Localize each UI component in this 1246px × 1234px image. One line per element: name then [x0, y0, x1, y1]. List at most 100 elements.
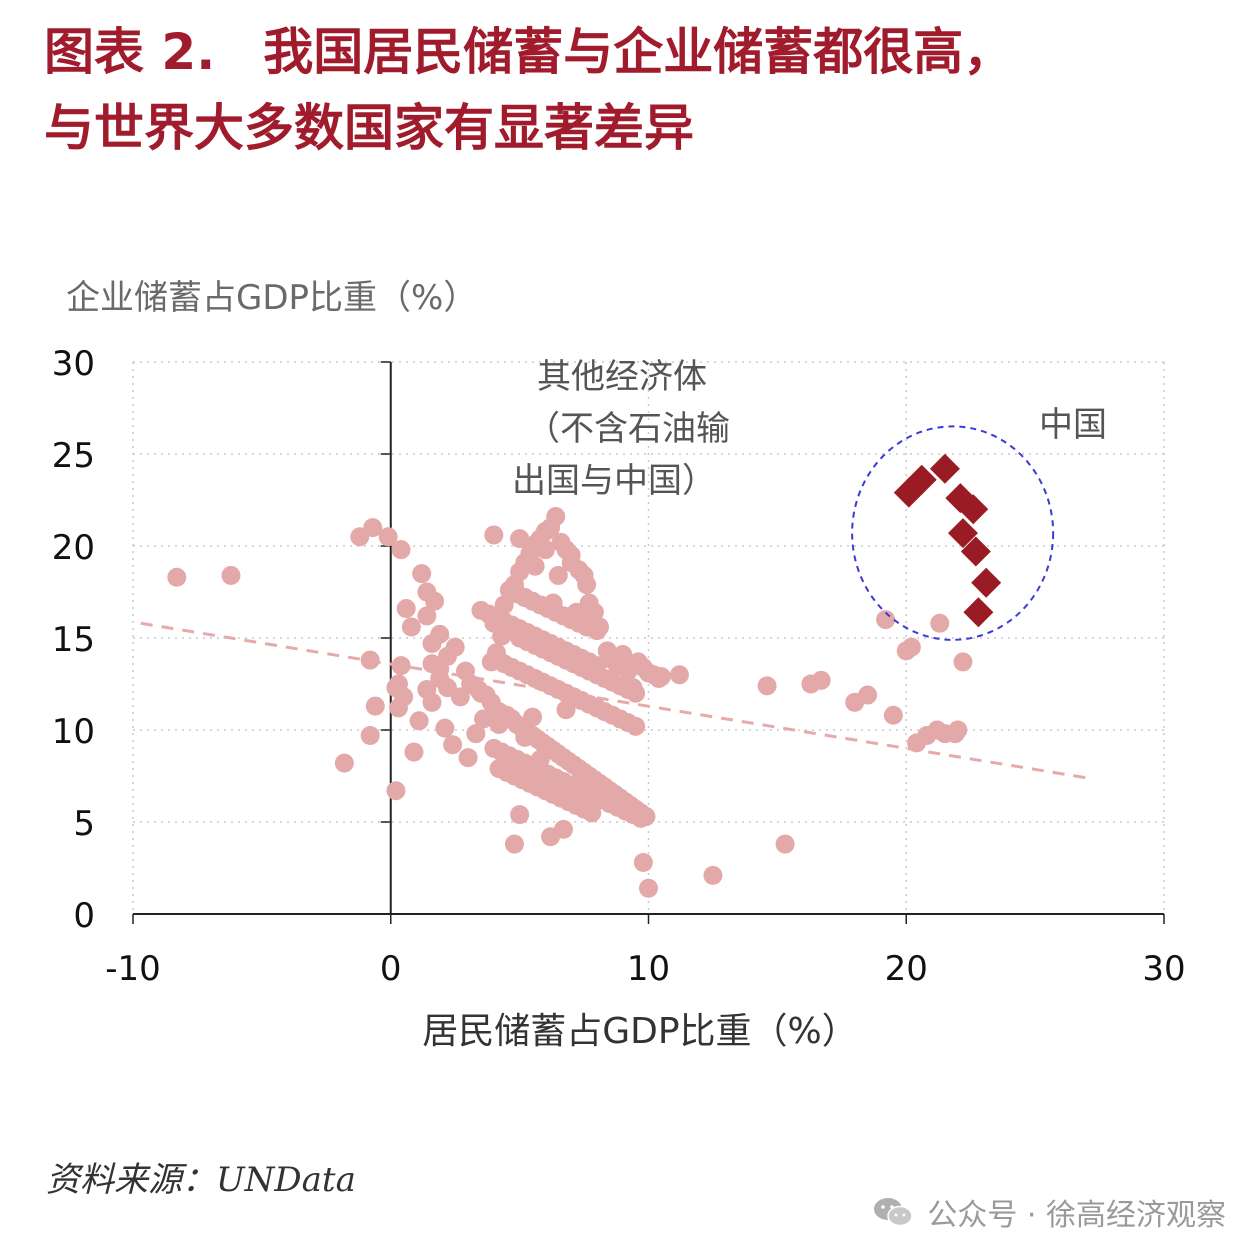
- other-economy-point: [445, 637, 465, 657]
- y-tick-label: 25: [52, 436, 95, 476]
- x-tick-label: -10: [105, 949, 161, 989]
- other-economy-point: [404, 742, 424, 762]
- other-economy-point: [582, 803, 602, 823]
- other-economy-point: [334, 753, 354, 773]
- trend-line-path: [140, 621, 1087, 780]
- other-economy-point: [458, 748, 478, 768]
- x-axis-label: 居民储蓄占GDP比重（%）: [422, 1011, 858, 1052]
- other-economy-point: [422, 692, 442, 712]
- other-economy-point: [669, 665, 689, 685]
- other-economy-point: [535, 540, 555, 560]
- other-economy-point: [651, 667, 671, 687]
- other-economy-point: [515, 727, 535, 747]
- other-economy-point: [757, 676, 777, 696]
- other-economy-point: [587, 621, 607, 641]
- other-economy-point: [631, 808, 651, 828]
- other-economy-point: [901, 637, 921, 657]
- title-text-1: 我国居民储蓄与企业储蓄都很高，: [263, 23, 1014, 81]
- other-economy-point: [523, 707, 543, 727]
- other-economy-point: [386, 781, 406, 801]
- other-economy-point: [167, 567, 187, 587]
- other-economy-point: [365, 696, 385, 716]
- other-economy-point: [556, 700, 576, 720]
- other-economy-point: [546, 507, 566, 527]
- title-line-1: 图表 2. 我国居民储蓄与企业储蓄都很高，: [44, 14, 1224, 90]
- other-economy-point: [409, 711, 429, 731]
- y-tick-label: 10: [52, 712, 95, 752]
- other-economy-point: [577, 575, 597, 595]
- x-tick-label: 30: [1142, 949, 1185, 989]
- other-economy-point: [412, 564, 432, 584]
- other-economy-point: [530, 749, 550, 769]
- other-economy-point: [548, 565, 568, 585]
- other-economy-point: [561, 545, 581, 565]
- other-economy-point: [811, 670, 831, 690]
- other-economies-annotation: （不含石油输: [526, 409, 730, 449]
- other-economies-points: [167, 507, 973, 898]
- x-tick-label: 10: [627, 949, 670, 989]
- source-note: 资料来源：UNData: [46, 1160, 356, 1200]
- other-economy-point: [876, 610, 896, 630]
- other-economy-point: [587, 656, 607, 676]
- y-tick-label: 5: [73, 804, 95, 844]
- other-economy-point: [443, 735, 463, 755]
- other-economy-point: [489, 714, 509, 734]
- china-point: [947, 518, 978, 549]
- other-economy-point: [422, 634, 442, 654]
- china-point: [971, 567, 1002, 598]
- other-economy-point: [435, 718, 455, 738]
- other-economy-point: [386, 678, 406, 698]
- other-economy-point: [391, 656, 411, 676]
- other-economy-point: [633, 852, 653, 872]
- other-economy-point: [417, 606, 437, 626]
- other-economy-point: [948, 720, 968, 740]
- other-economy-point: [401, 617, 421, 637]
- other-economy-point: [363, 518, 383, 538]
- other-economy-point: [953, 652, 973, 672]
- other-economy-point: [930, 613, 950, 633]
- other-economy-point: [613, 645, 633, 665]
- other-economy-point: [484, 525, 504, 545]
- other-economy-point: [639, 878, 658, 898]
- china-circle: [851, 425, 1055, 641]
- other-economy-point: [510, 805, 530, 825]
- other-economy-point: [626, 683, 646, 703]
- other-economy-point: [858, 685, 878, 705]
- other-economy-point: [515, 588, 535, 608]
- y-axis-label: 企业储蓄占GDP比重（%）: [66, 278, 478, 318]
- china-annotation: 中国: [1039, 405, 1107, 445]
- other-economy-point: [391, 540, 411, 560]
- watermark-text: 公众号 · 徐高经济观察: [927, 1198, 1226, 1233]
- china-point: [929, 453, 960, 484]
- china-point: [960, 536, 991, 567]
- y-tick-label: 30: [52, 344, 95, 384]
- other-economy-point: [417, 582, 437, 602]
- other-economies-annotation: 出国与中国）: [512, 461, 716, 501]
- title-line-2: 与世界大多数国家有显著差异: [44, 99, 694, 157]
- other-economy-point: [388, 698, 408, 718]
- other-economy-point: [543, 593, 563, 613]
- x-tick-label: 0: [380, 949, 402, 989]
- y-tick-label: 20: [52, 528, 95, 568]
- china-points: [893, 453, 1002, 628]
- other-economy-point: [474, 709, 494, 729]
- other-economy-point: [504, 834, 524, 854]
- other-economy-point: [360, 650, 380, 670]
- other-economy-point: [221, 565, 241, 585]
- other-economy-point: [437, 678, 457, 698]
- other-economy-point: [430, 659, 450, 679]
- y-tick-label: 0: [73, 896, 95, 936]
- grid-lines: [132, 361, 1165, 914]
- other-economy-point: [775, 834, 795, 854]
- other-economy-point: [626, 716, 646, 736]
- china-highlight-circle: [851, 425, 1055, 641]
- chart-title: 图表 2. 我国居民储蓄与企业储蓄都很高， 与世界大多数国家有显著差异: [44, 14, 1224, 166]
- other-economy-point: [703, 865, 723, 885]
- other-economy-point: [525, 556, 545, 576]
- axes: [132, 361, 1165, 924]
- y-tick-label: 15: [52, 620, 95, 660]
- china-point: [958, 494, 989, 525]
